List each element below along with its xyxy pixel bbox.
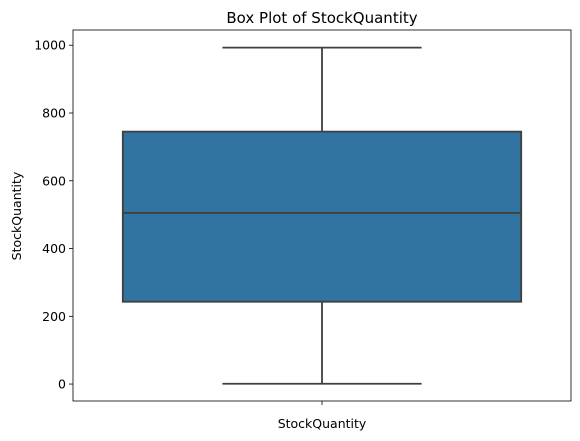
y-tick-label: 600 [42, 173, 66, 188]
y-tick-label: 1000 [34, 38, 66, 53]
y-tick-label: 800 [42, 106, 66, 121]
box-plot-group [123, 48, 521, 384]
iqr-box [123, 132, 521, 302]
y-tick-label: 200 [42, 309, 66, 324]
chart-title: Box Plot of StockQuantity [226, 9, 417, 27]
y-axis-label: StockQuantity [9, 171, 24, 260]
x-tick-label: StockQuantity [278, 416, 367, 431]
x-axis-ticks: StockQuantity [278, 401, 367, 431]
y-tick-label: 400 [42, 241, 66, 256]
y-axis-ticks: 0 200 400 600 800 1000 [34, 38, 73, 392]
y-tick-label: 0 [58, 377, 66, 392]
